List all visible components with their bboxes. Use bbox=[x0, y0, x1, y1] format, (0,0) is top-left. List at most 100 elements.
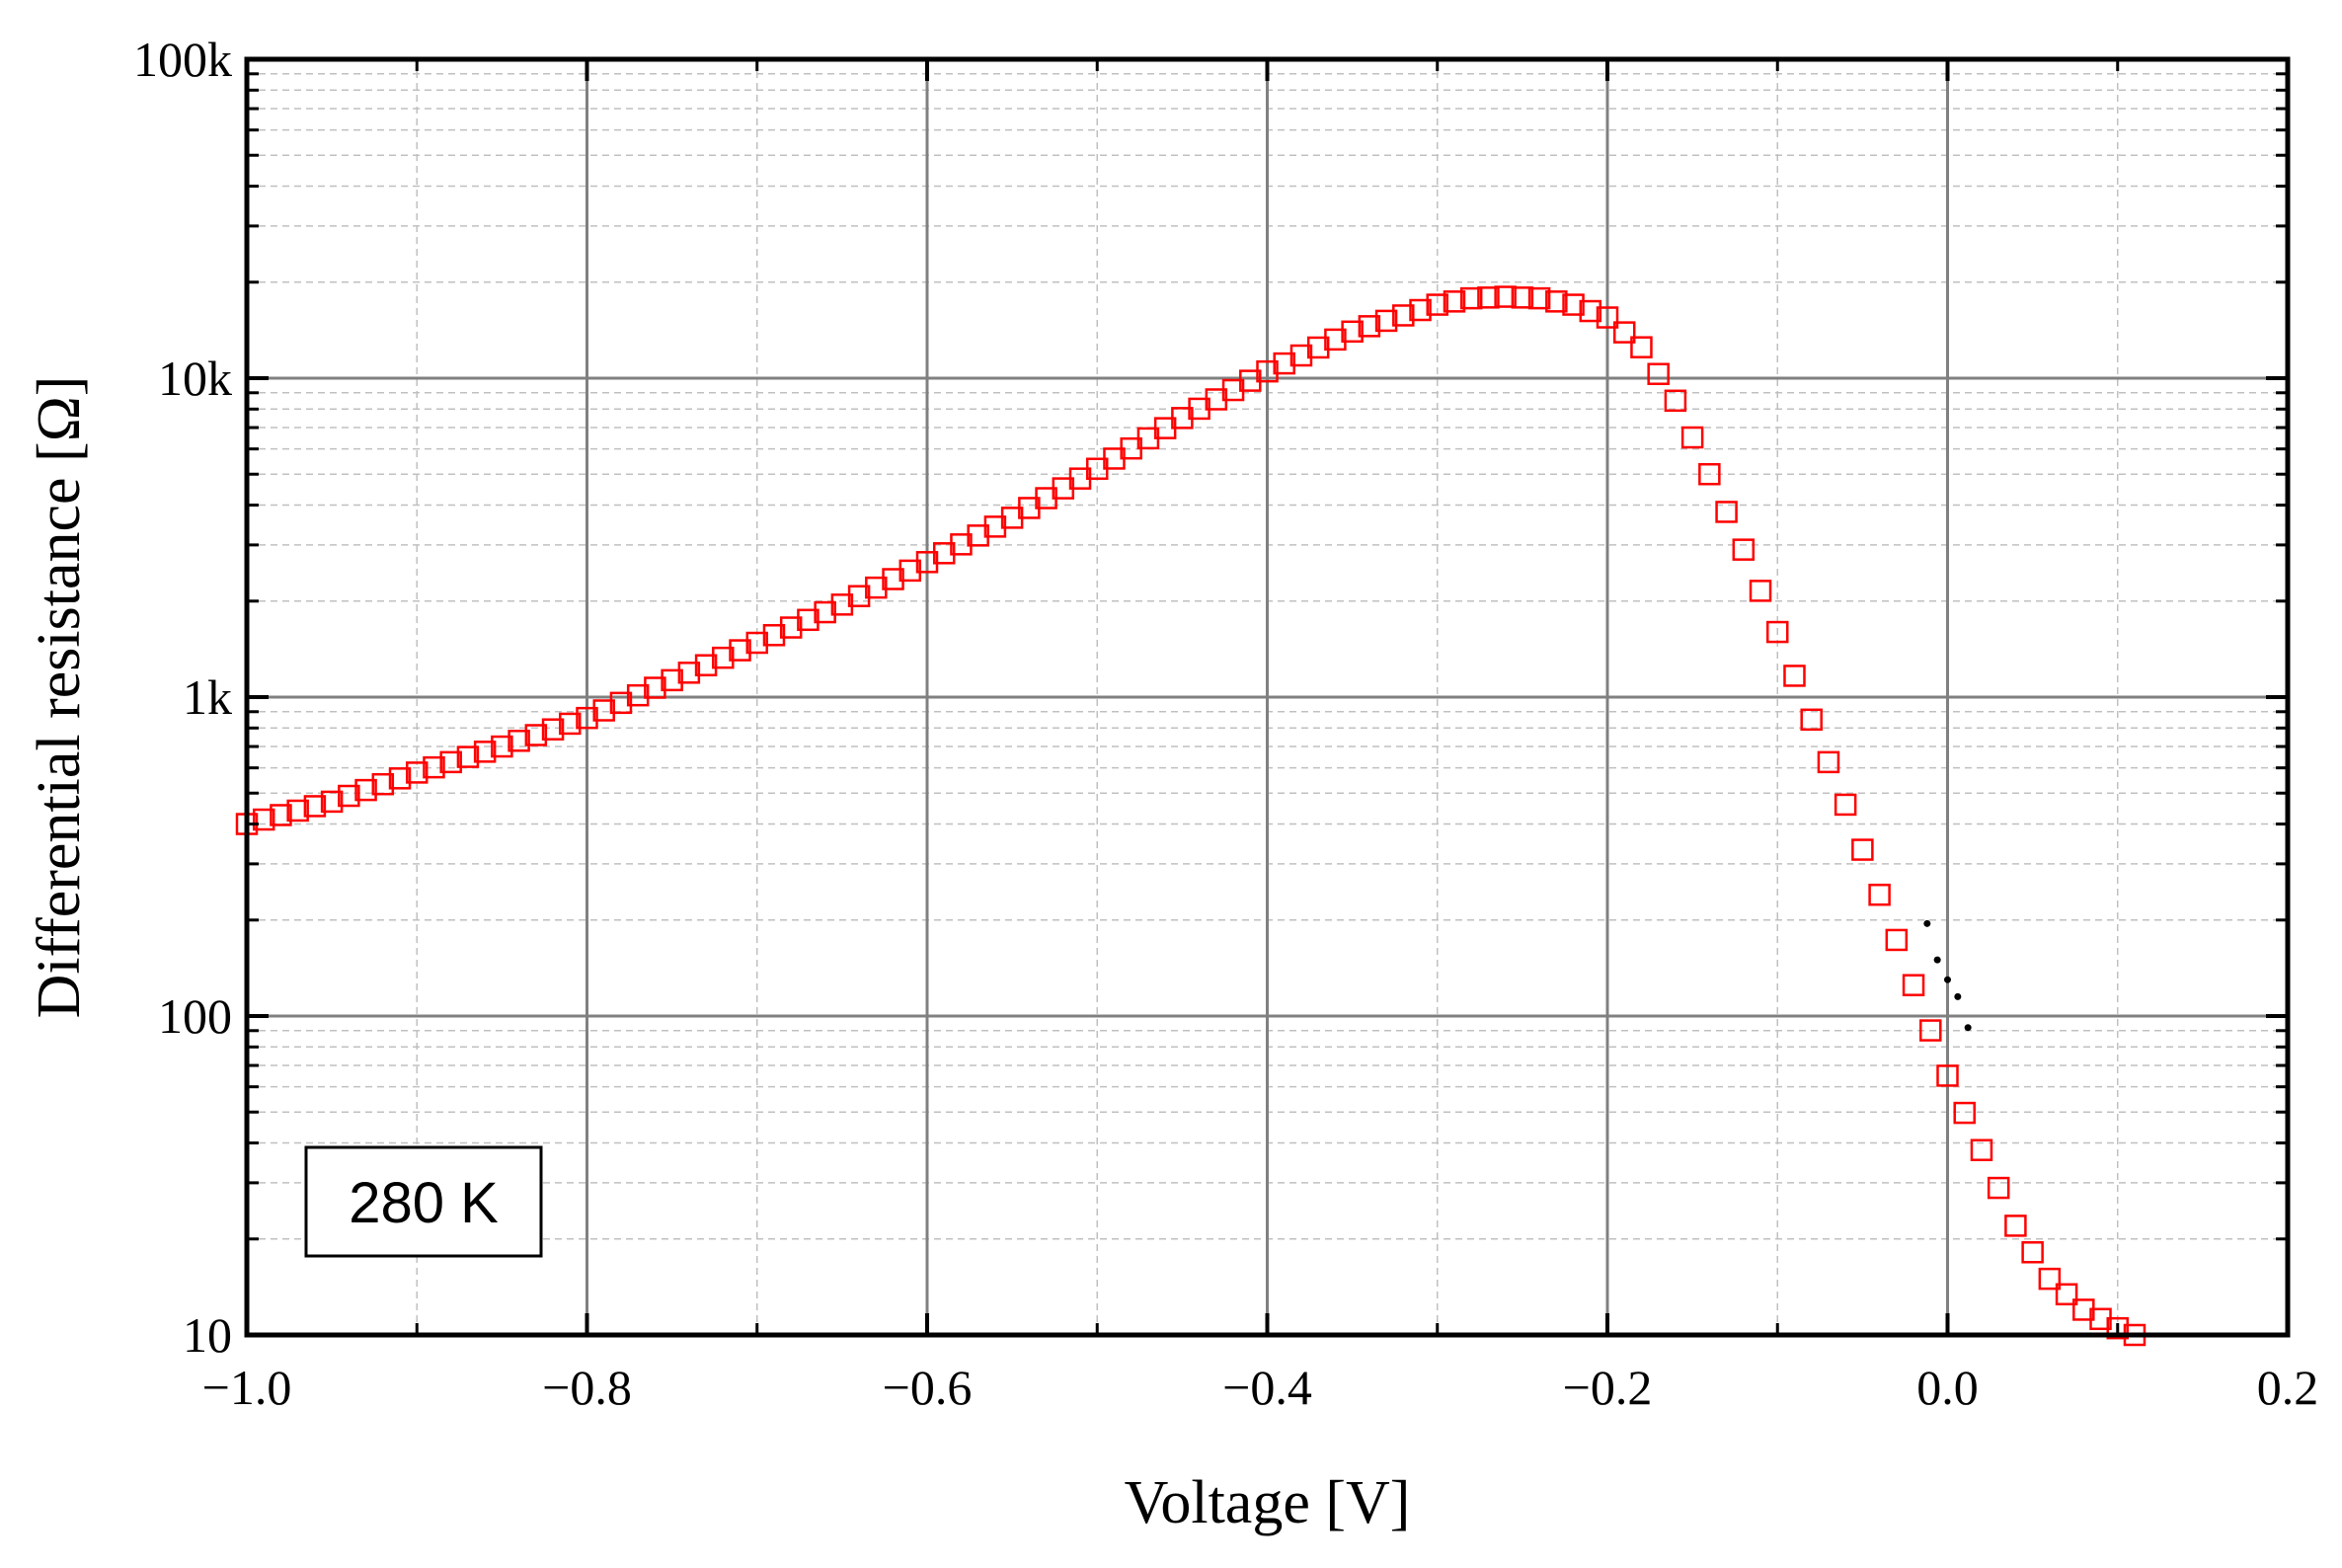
data-point bbox=[865, 576, 888, 599]
data-point bbox=[1919, 1019, 1942, 1042]
data-point bbox=[677, 662, 701, 684]
x-tick-labels: −1.0 −0.8 −0.6 −0.4 −0.2 0.0 0.2 bbox=[202, 1360, 2319, 1415]
fit-point bbox=[1933, 956, 1941, 964]
data-point bbox=[694, 654, 718, 676]
x-tick-label: −0.6 bbox=[883, 1360, 973, 1415]
data-point bbox=[2055, 1283, 2078, 1306]
data-point bbox=[762, 624, 786, 647]
fit-point bbox=[1964, 1024, 1972, 1032]
data-point bbox=[1953, 1101, 1976, 1125]
fit-point bbox=[1944, 976, 1951, 983]
data-point bbox=[830, 593, 854, 616]
data-point bbox=[1936, 1064, 1959, 1087]
data-point bbox=[1732, 538, 1756, 561]
data-point bbox=[2038, 1267, 2062, 1291]
data-point bbox=[1902, 974, 1925, 996]
data-point bbox=[1545, 290, 1568, 313]
annotation-box bbox=[304, 1145, 543, 1258]
x-tick-label: −0.2 bbox=[1563, 1360, 1653, 1415]
x-tick-label: 0.0 bbox=[1916, 1360, 1979, 1415]
x-tick-label: 0.2 bbox=[2257, 1360, 2319, 1415]
data-point bbox=[1527, 286, 1551, 310]
data-point bbox=[1579, 299, 1602, 323]
data-point bbox=[1324, 328, 1347, 352]
data-point bbox=[1374, 309, 1398, 333]
data-point bbox=[1306, 336, 1330, 359]
data-point bbox=[1766, 620, 1789, 644]
data-point bbox=[1511, 286, 1534, 309]
data-point bbox=[1409, 298, 1432, 322]
grid-major bbox=[247, 59, 2288, 1335]
data-point bbox=[252, 808, 275, 831]
data-point bbox=[1987, 1176, 2010, 1200]
data-point bbox=[1443, 290, 1466, 313]
data-point bbox=[779, 616, 803, 639]
data-point bbox=[1834, 793, 1857, 817]
fit-point bbox=[1954, 992, 1962, 1000]
data-point bbox=[1596, 306, 1619, 329]
data-point bbox=[1800, 708, 1823, 732]
data-point bbox=[1885, 928, 1909, 952]
data-point bbox=[338, 784, 360, 808]
temperature-annotation: 280 K bbox=[304, 1145, 543, 1258]
data-point bbox=[524, 724, 548, 746]
data-point bbox=[1289, 344, 1313, 367]
data-point bbox=[661, 668, 683, 692]
data-point bbox=[1562, 293, 1585, 316]
data-point bbox=[388, 767, 412, 790]
data-point bbox=[1273, 352, 1295, 375]
data-point bbox=[1494, 285, 1517, 308]
y-tick-labels: 10 100 1k 10k 100k bbox=[133, 32, 232, 1363]
data-point bbox=[609, 691, 633, 715]
data-point bbox=[1256, 359, 1279, 383]
data-point bbox=[1426, 293, 1448, 316]
data-point bbox=[1698, 462, 1721, 486]
data-point bbox=[559, 712, 582, 736]
data-point bbox=[1817, 750, 1840, 774]
data-point bbox=[1970, 1138, 1993, 1161]
data-point bbox=[1749, 580, 1772, 602]
data-point bbox=[1868, 883, 1891, 906]
data-point bbox=[592, 699, 615, 722]
annotation-text: 280 K bbox=[349, 1171, 499, 1235]
data-point bbox=[1680, 426, 1704, 449]
data-point bbox=[1477, 286, 1500, 309]
data-point bbox=[1612, 321, 1636, 344]
data-point bbox=[1851, 838, 1874, 861]
fit-point bbox=[1923, 919, 1931, 927]
data-point bbox=[847, 585, 871, 607]
data-point bbox=[406, 761, 429, 784]
data-point bbox=[797, 608, 820, 632]
data-point bbox=[1647, 362, 1670, 385]
x-tick-label: −1.0 bbox=[202, 1360, 292, 1415]
data-point bbox=[882, 568, 904, 590]
y-tick-label: 1k bbox=[183, 669, 232, 725]
data-point bbox=[1392, 304, 1415, 327]
data-point bbox=[1459, 286, 1483, 310]
x-axis-title: Voltage [V] bbox=[1125, 1469, 1411, 1536]
data-point bbox=[626, 683, 650, 707]
data-point bbox=[456, 745, 480, 768]
data-point bbox=[286, 799, 309, 823]
data-point bbox=[1664, 389, 1687, 413]
data-point bbox=[1630, 336, 1653, 358]
data-point bbox=[1715, 501, 1738, 523]
y-tick-label: 10k bbox=[158, 351, 232, 406]
data-point bbox=[898, 559, 922, 583]
data-point bbox=[439, 750, 462, 774]
data-point bbox=[1358, 315, 1381, 338]
data-point bbox=[1341, 320, 1364, 344]
data-point bbox=[644, 676, 666, 699]
data-point bbox=[2021, 1241, 2044, 1264]
data-point bbox=[491, 735, 513, 758]
x-tick-label: −0.8 bbox=[542, 1360, 632, 1415]
data-point bbox=[354, 778, 377, 802]
data-point bbox=[712, 646, 735, 669]
x-tick-label: −0.4 bbox=[1222, 1360, 1312, 1415]
data-point bbox=[2106, 1316, 2129, 1340]
data-point bbox=[1783, 665, 1806, 687]
data-point bbox=[303, 795, 327, 818]
data-point bbox=[729, 639, 751, 662]
data-point bbox=[541, 718, 565, 741]
